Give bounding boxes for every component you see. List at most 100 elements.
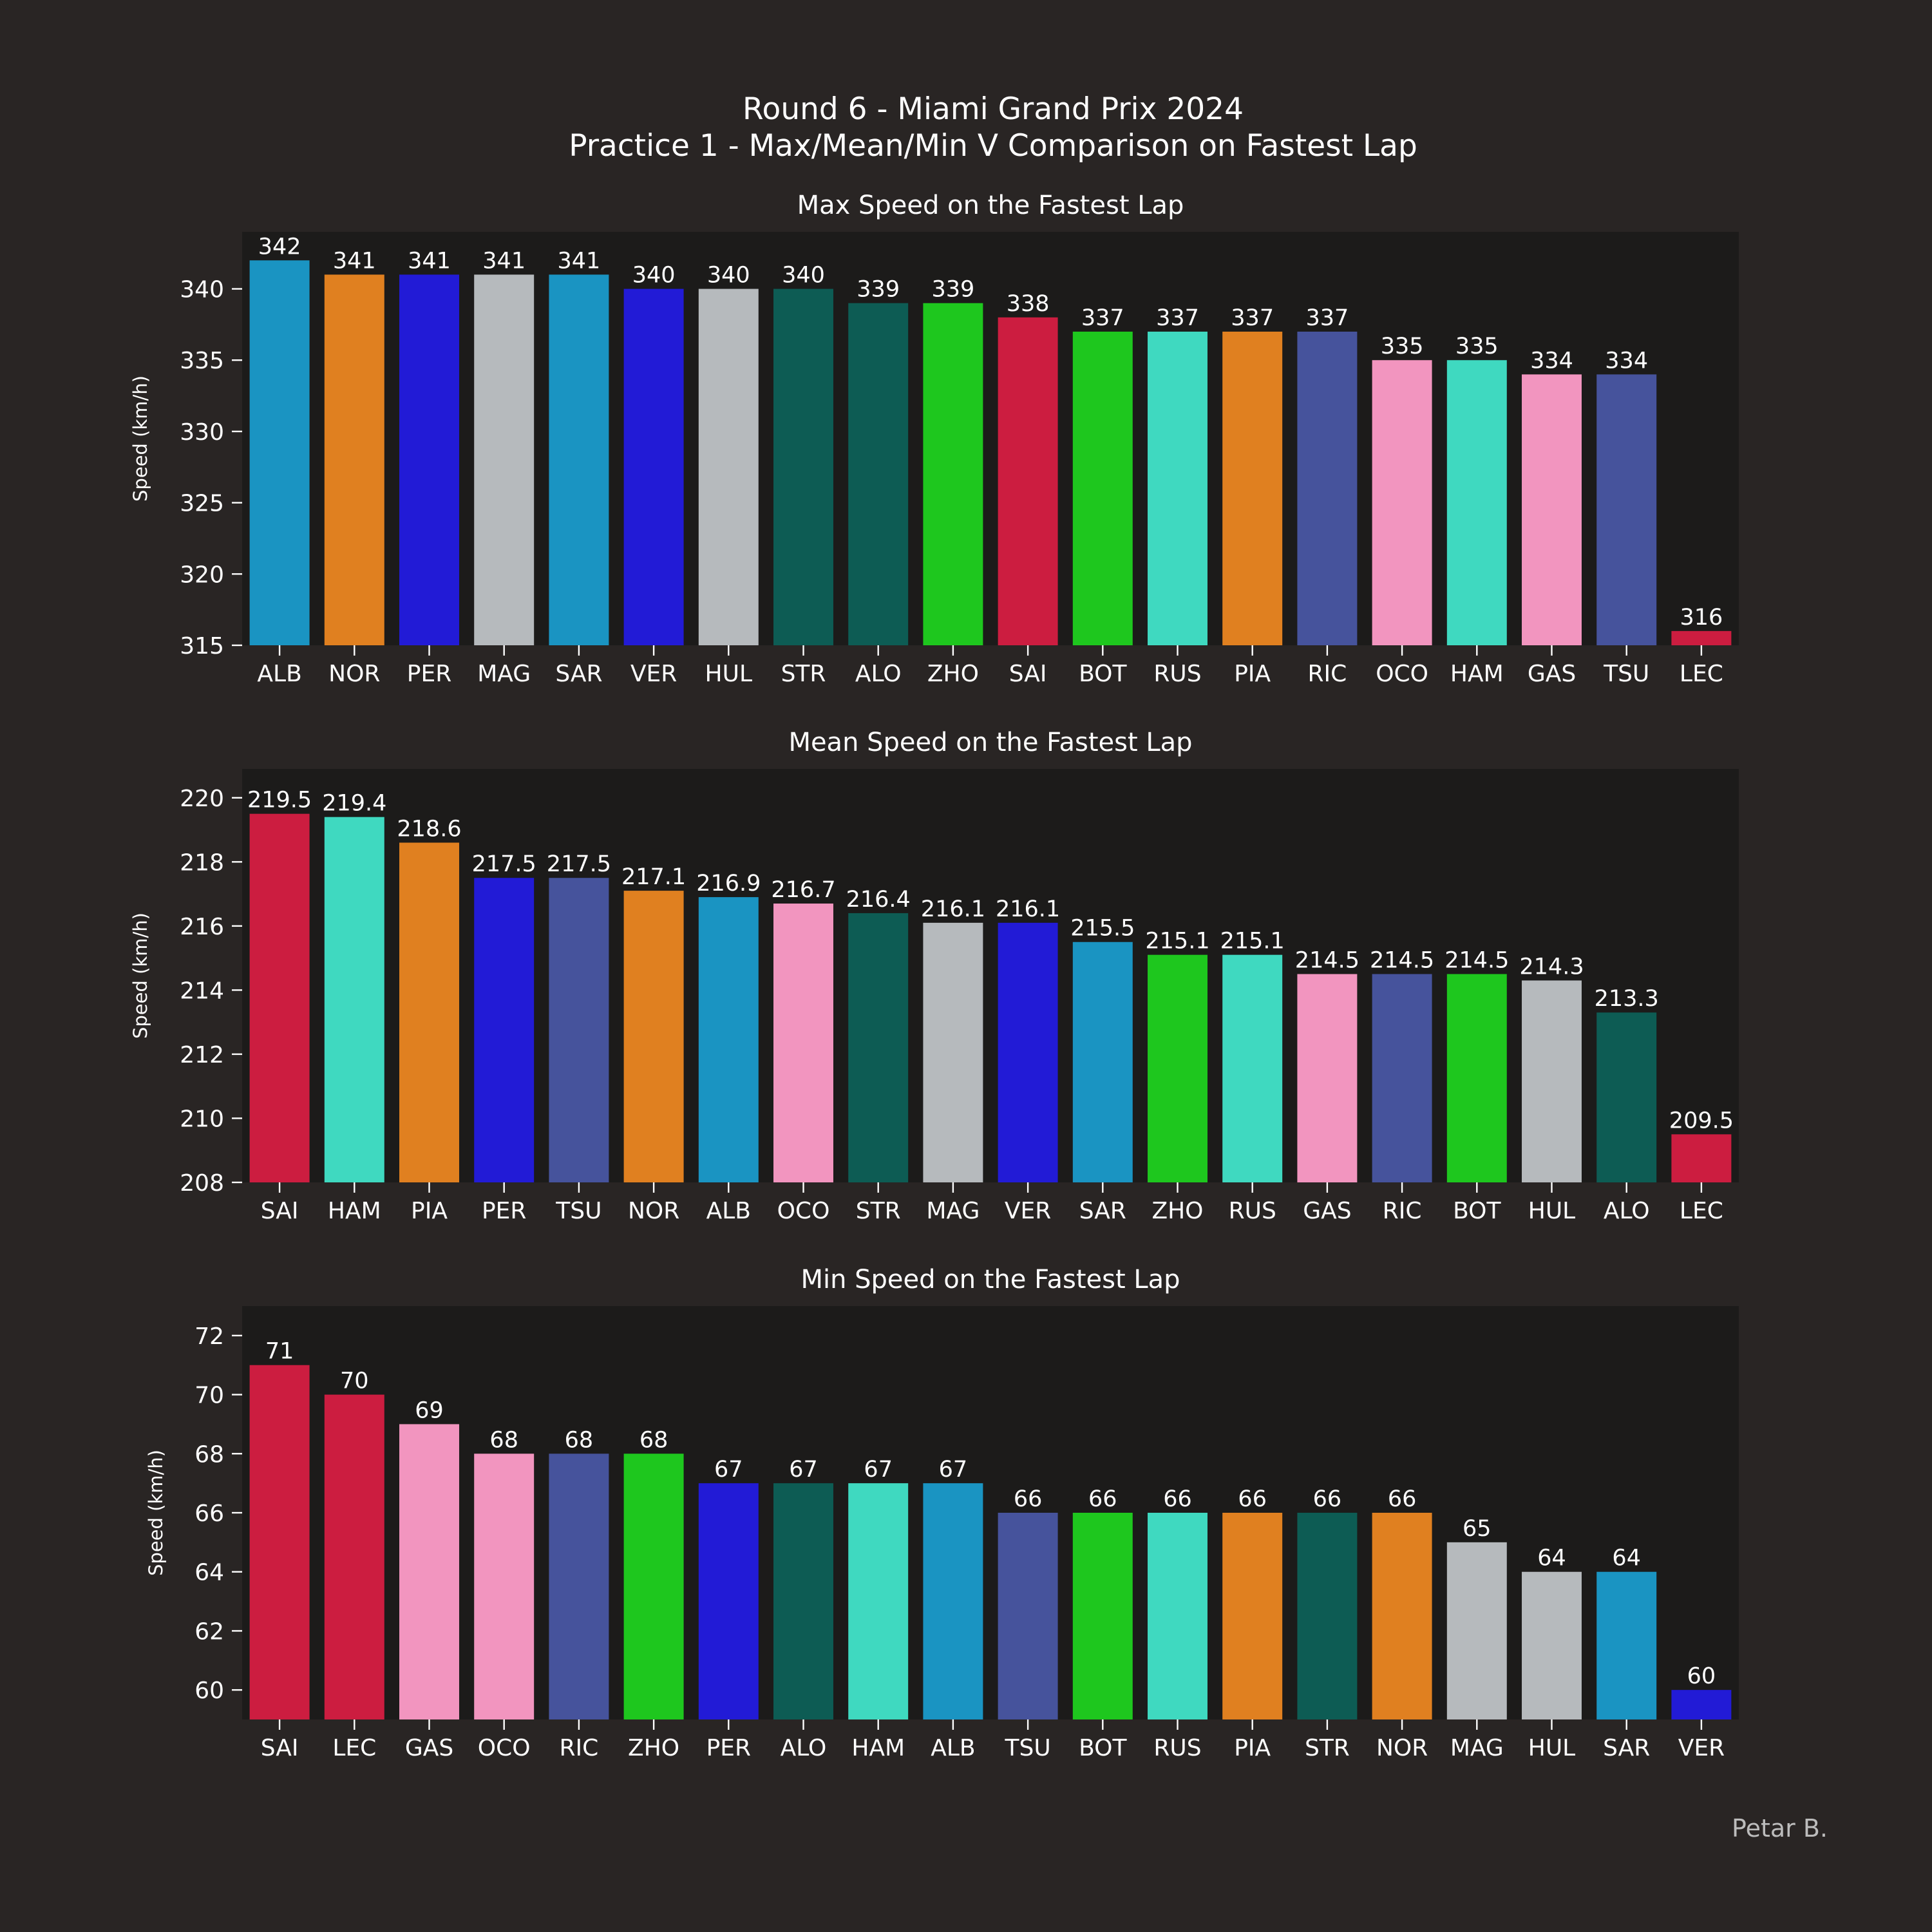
bar-value-label: 334 <box>1530 348 1573 374</box>
bar-value-label: 339 <box>857 277 900 303</box>
y-tick-label: 60 <box>194 1678 224 1704</box>
x-tick-label: RIC <box>1308 661 1347 687</box>
bar-ric <box>549 1454 609 1719</box>
x-tick-label: OCO <box>478 1735 531 1761</box>
bar-sar <box>1072 942 1133 1182</box>
x-tick-label: NOR <box>1376 1735 1428 1761</box>
bar-value-label: 214.5 <box>1295 948 1359 974</box>
y-tick-label: 214 <box>180 978 224 1004</box>
bar-bot <box>1446 974 1507 1182</box>
x-tick-label: ALB <box>931 1735 975 1761</box>
y-tick-label: 212 <box>180 1042 224 1068</box>
y-axis-label: Speed (km/h) <box>145 1450 167 1576</box>
x-tick-label: HUL <box>705 661 752 687</box>
chart-title: Max Speed on the Fastest Lap <box>797 191 1184 220</box>
bar-value-label: 215.1 <box>1220 929 1285 954</box>
bar-rus <box>1222 954 1283 1182</box>
x-tick-label: HUL <box>1528 1198 1575 1224</box>
bar-mag <box>923 922 983 1182</box>
bar-value-label: 67 <box>864 1457 893 1482</box>
x-tick-label: BOT <box>1453 1198 1501 1224</box>
bar-ric <box>1297 331 1358 645</box>
bar-per <box>698 1483 759 1719</box>
bar-value-label: 334 <box>1605 348 1648 374</box>
bar-value-label: 66 <box>1238 1486 1267 1512</box>
bar-pia <box>399 842 459 1182</box>
max-speed-chart: Max Speed on the Fastest Lap Speed (km/h)… <box>129 191 1739 687</box>
bar-hul <box>698 289 759 645</box>
y-tick-label: 218 <box>180 849 224 876</box>
x-tick-label: RIC <box>560 1735 599 1761</box>
x-tick-label: VER <box>1005 1198 1051 1224</box>
bar-alo <box>848 303 909 645</box>
bar-rus <box>1148 331 1208 645</box>
bar-value-label: 64 <box>1612 1546 1641 1571</box>
x-tick-label: BOT <box>1079 1735 1127 1761</box>
bar-value-label: 216.1 <box>996 896 1060 922</box>
bar-nor <box>623 891 684 1182</box>
bar-gas <box>1522 374 1582 645</box>
x-tick-label: MAG <box>926 1198 980 1224</box>
x-tick-label: TSU <box>1603 661 1649 687</box>
bar-value-label: 335 <box>1381 334 1424 359</box>
x-tick-label: MAG <box>1450 1735 1504 1761</box>
bar-value-label: 68 <box>565 1427 594 1453</box>
x-tick-label: STR <box>856 1198 901 1224</box>
bar-value-label: 66 <box>1388 1486 1417 1512</box>
x-tick-label: TSU <box>1004 1735 1050 1761</box>
bar-rus <box>1148 1513 1208 1719</box>
bar-value-label: 209.5 <box>1669 1108 1734 1133</box>
bar-value-label: 64 <box>1537 1546 1566 1571</box>
plot-area <box>242 1306 1739 1719</box>
bar-alo <box>1596 1012 1657 1182</box>
x-tick-label: BOT <box>1079 661 1127 687</box>
y-tick-label: 208 <box>180 1170 224 1197</box>
plot-area <box>242 232 1739 645</box>
bar-ham <box>848 1483 909 1719</box>
bar-sai <box>998 317 1058 645</box>
bar-value-label: 216.1 <box>921 896 985 922</box>
bar-hul <box>1522 1571 1582 1719</box>
x-tick-label: LEC <box>1680 661 1723 687</box>
bar-value-label: 337 <box>1231 305 1274 331</box>
bar-tsu <box>549 878 609 1182</box>
bar-zho <box>1148 954 1208 1182</box>
x-tick-label: ALO <box>855 661 902 687</box>
bar-str <box>1297 1513 1358 1719</box>
bar-mag <box>474 274 535 645</box>
bar-value-label: 66 <box>1088 1486 1117 1512</box>
bar-value-label: 60 <box>1687 1663 1716 1689</box>
bar-value-label: 215.1 <box>1145 929 1209 954</box>
bar-alb <box>923 1483 983 1719</box>
bar-value-label: 66 <box>1313 1486 1342 1512</box>
bar-pia <box>1222 1513 1283 1719</box>
credit-text: Petar B. <box>1732 1814 1828 1842</box>
y-tick-label: 68 <box>194 1441 224 1468</box>
bar-lec <box>1671 1134 1732 1182</box>
x-tick-label: LEC <box>1680 1198 1723 1224</box>
x-tick-label: GAS <box>1303 1198 1351 1224</box>
bar-nor <box>324 274 384 645</box>
bar-value-label: 65 <box>1463 1516 1492 1542</box>
y-tick-label: 72 <box>194 1323 224 1350</box>
bar-tsu <box>998 1513 1058 1719</box>
bar-per <box>474 878 535 1182</box>
y-tick-label: 62 <box>194 1618 224 1645</box>
x-tick-label: SAI <box>1009 661 1047 687</box>
bar-value-label: 316 <box>1680 605 1723 630</box>
x-tick-label: VER <box>630 661 677 687</box>
x-tick-label: STR <box>1305 1735 1350 1761</box>
y-tick-label: 70 <box>194 1383 224 1409</box>
y-tick-label: 315 <box>180 633 224 659</box>
bar-value-label: 214.5 <box>1370 948 1434 974</box>
bar-pia <box>1222 331 1283 645</box>
bar-hul <box>1522 980 1582 1182</box>
bar-value-label: 219.4 <box>322 791 386 817</box>
y-axis-label: Speed (km/h) <box>129 913 151 1039</box>
bar-gas <box>1297 974 1358 1182</box>
bar-tsu <box>1596 374 1657 645</box>
bar-value-label: 67 <box>789 1457 818 1482</box>
bar-str <box>848 913 909 1182</box>
bar-value-label: 341 <box>557 248 600 274</box>
min-speed-chart: Min Speed on the Fastest Lap Speed (km/h)… <box>145 1265 1739 1761</box>
